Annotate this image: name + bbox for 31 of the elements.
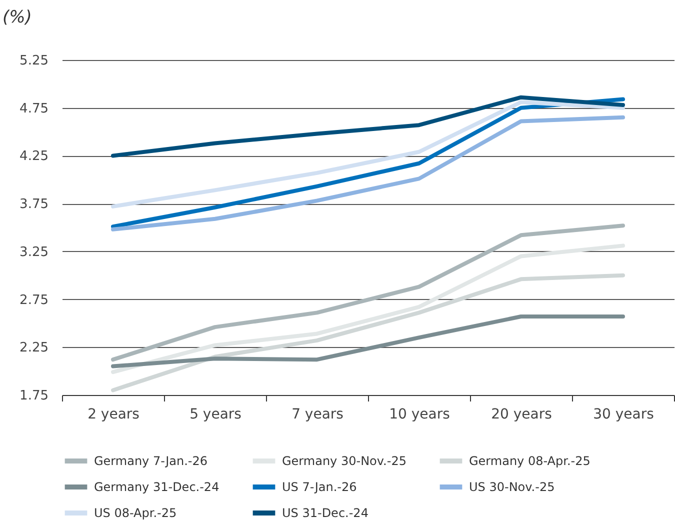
line-series [111, 224, 625, 362]
legend-label: Germany 7-Jan.-26 [94, 454, 208, 468]
y-tick-label: 3.25 [20, 244, 48, 260]
legend-label: US 08-Apr.-25 [94, 506, 177, 520]
line-series [111, 97, 625, 229]
x-tick-label: 30 years [593, 406, 654, 422]
y-tick-label: 2.75 [20, 292, 48, 308]
y-tick-label: 3.75 [20, 197, 48, 212]
line-series [111, 244, 625, 374]
line-series [111, 95, 625, 158]
line-series [111, 314, 625, 368]
y-tick-label: 4.25 [20, 149, 48, 164]
line-series [111, 273, 625, 392]
x-tick-label: 5 years [190, 406, 242, 422]
legend-label: US 31-Dec.-24 [282, 506, 368, 520]
y-axis-title: (%) [2, 8, 32, 28]
x-tick-label: 2 years [88, 406, 140, 422]
line-series [111, 115, 625, 232]
y-tick-label: 5.25 [20, 54, 48, 68]
x-tick-label: 10 years [389, 406, 450, 422]
legend-label: US 7-Jan.-26 [282, 480, 357, 494]
x-tick-label: 20 years [491, 406, 552, 422]
y-tick-label: 2.25 [20, 340, 48, 356]
x-tick-label: 7 years [292, 406, 344, 422]
legend-label: Germany 30-Nov.-25 [282, 454, 406, 468]
legend-label: Germany 08-Apr.-25 [469, 454, 590, 468]
y-tick-label: 1.75 [20, 388, 48, 404]
y-tick-label: 4.75 [20, 101, 48, 116]
line-series [111, 100, 625, 208]
legend-label: Germany 31-Dec.-24 [94, 480, 220, 494]
legend-label: US 30-Nov.-25 [469, 480, 555, 494]
